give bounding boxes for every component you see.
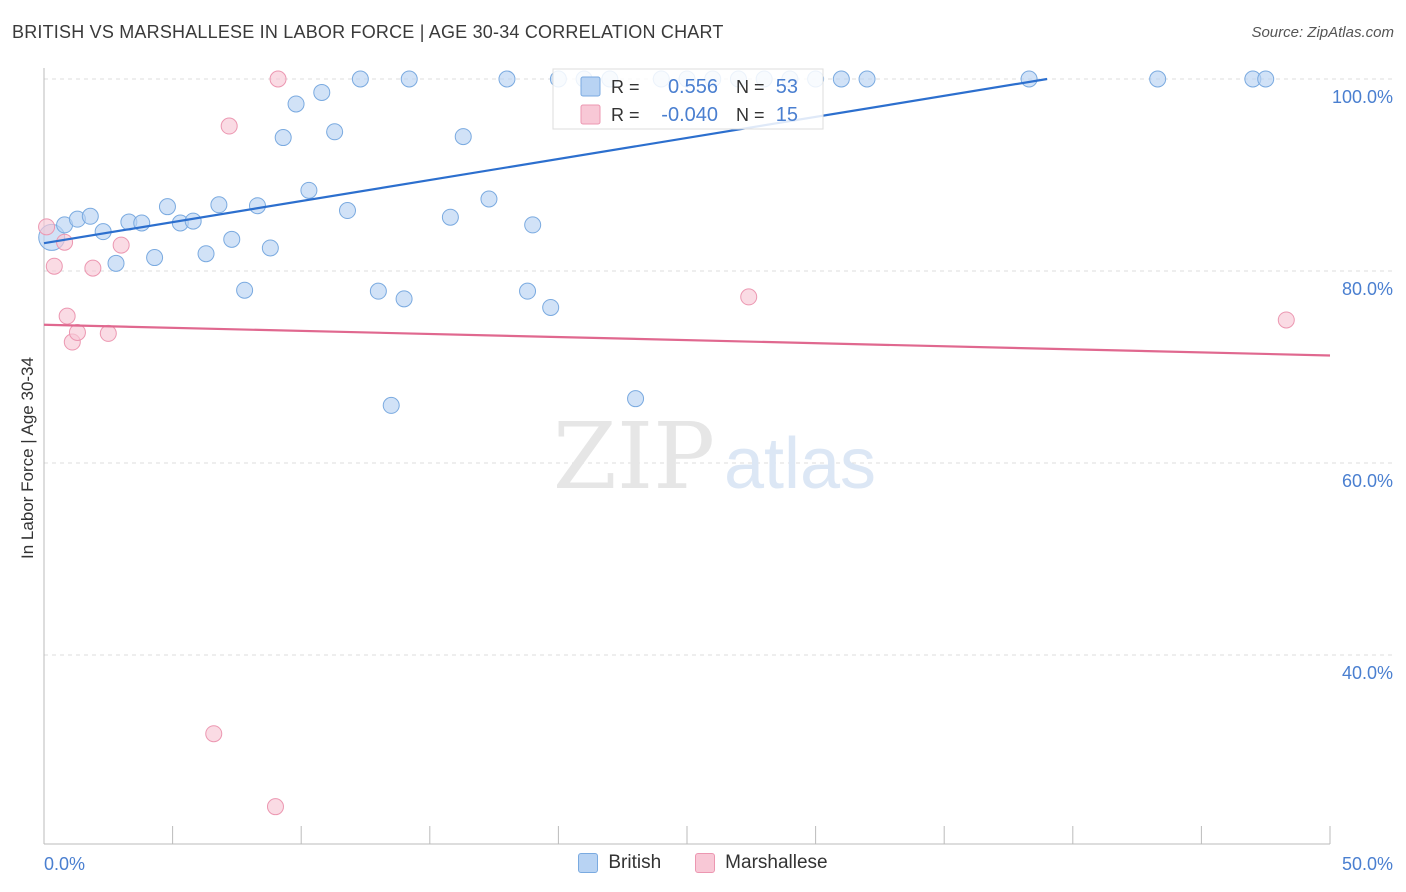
british-point [197,245,215,263]
british-swatch [578,853,599,873]
watermark: ZIP atlas [553,403,876,510]
y-tick-label: 60.0% [1342,471,1393,491]
marshallese-point [38,218,56,236]
series-legend: British Marshallese [0,852,1406,874]
y-tick-label: 40.0% [1342,663,1393,683]
british-point [326,123,344,141]
marshallese-point [84,259,102,277]
british-point [832,70,850,88]
british-point [274,129,292,147]
n-value: 53 [776,76,798,98]
british-point [210,196,228,214]
marshallese-point [269,70,287,88]
british-point [338,202,356,220]
british-point [248,197,266,215]
watermark-zip: ZIP [553,403,715,510]
tick-labels: 100.0% 80.0% 60.0% 40.0% 0.0% 50.0% [44,87,1393,874]
axes [43,68,1331,845]
british-point [1149,70,1167,88]
british-point [287,95,305,113]
british-point [351,70,369,88]
marshallese-trend-line [43,323,1331,357]
british-point [524,216,542,234]
marshallese-point [68,323,86,341]
stats-legend: R = 0.556 N = 53 R = -0.040 N = 15 [552,68,824,130]
marshallese-swatch [695,853,716,873]
british-point [1020,70,1038,88]
british-point [441,208,459,226]
british-point [313,83,331,101]
marshallese-point [266,798,284,816]
r-label: R = [611,77,640,97]
british-trend-line [43,77,1048,245]
r-value: 0.556 [668,76,718,98]
marshallese-point [56,233,74,251]
british-point [542,298,560,316]
stats-swatch [580,104,601,125]
trend-lines [43,77,1331,357]
marshallese-point [99,324,117,342]
british-point [400,70,418,88]
british-point [81,207,99,225]
british-point [223,230,241,248]
british-point [300,181,318,199]
marshallese-point [58,307,76,325]
marshallese-point [112,236,130,254]
marshallese-point [740,288,758,306]
british-point [369,282,387,300]
r-label: R = [611,105,640,125]
british-point [261,239,279,257]
british-point [498,70,516,88]
marshallese-point [205,725,223,743]
legend-label-british: British [608,852,662,873]
british-point [236,281,254,299]
british-point [158,198,176,216]
y-tick-label: 100.0% [1332,87,1393,107]
source-label: Source: ZipAtlas.com [1251,24,1394,41]
legend-label-marshallese: Marshallese [725,852,828,873]
n-value: 15 [776,104,798,126]
n-label: N = [736,77,765,97]
marshallese-point [45,257,63,275]
british-point [858,70,876,88]
british-point [627,390,645,408]
x-tick-label: 50.0% [1342,854,1393,874]
marshallese-point [1277,311,1295,329]
british-point [107,254,125,272]
legend-item-marshallese[interactable]: Marshallese [695,852,828,874]
stats-swatch [580,76,601,97]
british-point [454,128,472,146]
british-point [382,396,400,414]
marshallese-point [220,117,238,135]
british-point [519,282,537,300]
chart-title: BRITISH VS MARSHALLESE IN LABOR FORCE | … [12,22,724,42]
british-point [184,212,202,230]
y-tick-label: 80.0% [1342,279,1393,299]
british-point [480,190,498,208]
watermark-atlas: atlas [724,424,876,504]
british-point [395,290,413,308]
legend-item-british[interactable]: British [578,852,661,874]
x-tick-label: 0.0% [44,854,85,874]
n-label: N = [736,105,765,125]
r-value: -0.040 [661,104,718,126]
british-point [1257,70,1275,88]
british-point [146,249,164,267]
gridlines [44,78,1394,656]
